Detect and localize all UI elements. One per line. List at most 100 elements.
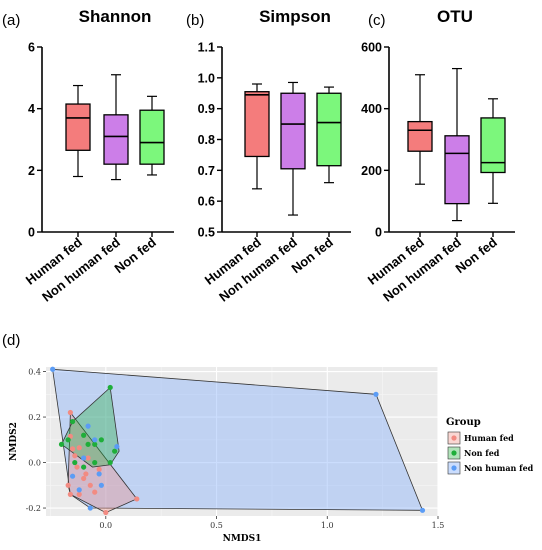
plot-background: [46, 367, 438, 516]
point-human-fed: [72, 453, 78, 459]
box-non-human-fed: [280, 92, 306, 170]
panel-label-b: (b): [186, 12, 204, 29]
point-non-fed: [92, 459, 98, 466]
x-tick-label: 0.5: [210, 521, 223, 530]
y-tick-label: 400: [361, 102, 382, 116]
point-non-human-fed: [92, 437, 98, 443]
panel-label-c: (c): [368, 12, 386, 29]
y-tick-label: 0.2: [28, 413, 41, 422]
legend-title: Group: [446, 417, 481, 428]
y-tick-label: -0.2: [26, 504, 41, 513]
y-tick-label: 1.0: [198, 71, 215, 85]
point-human-fed: [67, 409, 73, 416]
y-tick-label: 1.1: [198, 41, 215, 55]
point-human-fed: [103, 509, 109, 516]
y-tick-label: 4: [28, 102, 35, 116]
point-non-human-fed: [87, 505, 93, 511]
point-non-fed: [69, 418, 76, 425]
category-label: Non fed: [288, 235, 335, 277]
point-non-fed: [58, 441, 65, 447]
panel-label-a: (a): [2, 12, 20, 29]
point-non-fed: [81, 464, 87, 470]
point-non-fed: [107, 384, 113, 391]
y-tick-label: 0.7: [198, 164, 215, 178]
hull-non-human-fed: [52, 368, 424, 511]
point-non-human-fed: [96, 471, 102, 477]
point-non-human-fed: [50, 366, 56, 372]
y-tick-label: 0: [375, 226, 382, 240]
point-human-fed: [85, 455, 91, 461]
box-human-fed: [407, 120, 433, 152]
point-human-fed: [81, 475, 87, 482]
point-human-fed: [69, 446, 76, 452]
point-non-fed: [65, 437, 71, 443]
point-human-fed: [134, 496, 140, 502]
panel-label-d: (d): [2, 332, 20, 349]
hull-human-fed: [67, 411, 138, 514]
legend-label: Non fed: [464, 448, 500, 458]
category-label: Non fed: [452, 235, 499, 277]
box-human-fed: [244, 91, 270, 158]
legend-marker: [451, 435, 457, 441]
point-human-fed: [96, 466, 102, 472]
x-axis-title: NMDS1: [223, 534, 262, 544]
point-human-fed: [83, 471, 89, 477]
point-non-human-fed: [69, 473, 76, 479]
point-human-fed: [87, 482, 93, 488]
y-tick-label: 6: [28, 41, 35, 55]
point-non-human-fed: [419, 507, 426, 513]
y-tick-label: 0.4: [28, 368, 41, 377]
category-label: Non fed: [111, 235, 158, 277]
point-non-human-fed: [76, 487, 82, 493]
point-human-fed: [92, 489, 98, 495]
x-tick-label: 1.5: [432, 521, 445, 530]
y-axis-title: NMDS2: [9, 422, 19, 461]
box-non-fed: [139, 109, 165, 165]
point-non-fed: [107, 459, 113, 466]
y-tick-label: 0: [28, 226, 35, 240]
point-human-fed: [65, 482, 71, 488]
box-title-3: OTU: [437, 7, 473, 26]
box-non-human-fed: [103, 114, 129, 165]
point-non-human-fed: [114, 444, 120, 450]
box-non-human-fed: [444, 135, 470, 205]
y-tick-label: 0.5: [198, 226, 215, 240]
box-title-2: Simpson: [259, 7, 331, 26]
legend-label: Non human fed: [464, 463, 534, 473]
point-non-human-fed: [98, 482, 104, 488]
nmds-scatter-panel: 0.0 0.5 1.0 1.5 -0.2 0.0 0.2 0.4 NMDS1 NMDS2 Group…: [9, 366, 534, 544]
box-non-fed: [316, 92, 342, 167]
box-title-1: Shannon: [79, 7, 152, 26]
point-human-fed: [76, 445, 82, 451]
x-tick-label: 1.0: [321, 521, 334, 530]
y-tick-label: 0.9: [198, 102, 215, 116]
y-tick-label: 2: [28, 164, 35, 178]
y-tick-label: 0.8: [198, 133, 215, 147]
point-non-fed: [72, 459, 78, 466]
point-human-fed: [76, 491, 82, 497]
point-non-fed: [112, 448, 118, 454]
point-non-fed: [85, 441, 91, 447]
y-tick-label: 200: [361, 164, 382, 178]
y-tick-label: 0.6: [198, 195, 215, 209]
y-tick-label: 600: [361, 41, 382, 55]
point-non-fed: [98, 437, 104, 443]
legend-label: Human fed: [464, 433, 514, 443]
y-tick-label: 0.0: [28, 459, 41, 468]
point-non-fed: [81, 432, 87, 438]
legend-marker: [451, 450, 457, 456]
point-non-human-fed: [373, 391, 379, 397]
point-human-fed: [67, 491, 73, 497]
box-non-fed: [480, 117, 506, 174]
point-non-human-fed: [85, 423, 91, 429]
legend-marker: [451, 465, 457, 471]
point-non-fed: [92, 441, 98, 447]
point-human-fed: [74, 464, 80, 470]
point-non-human-fed: [81, 455, 87, 461]
box-human-fed: [65, 103, 91, 151]
